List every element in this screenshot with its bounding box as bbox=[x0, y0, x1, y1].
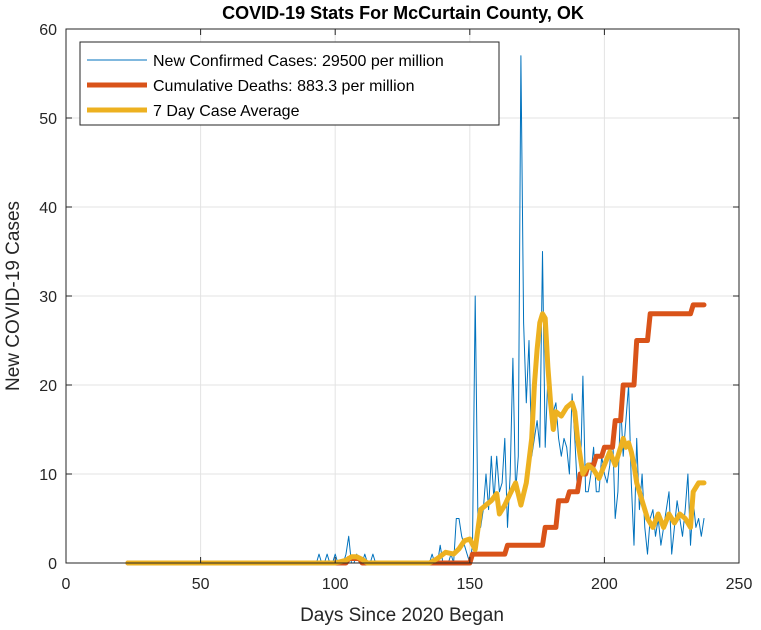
legend-label-new-cases: New Confirmed Cases: 29500 per million bbox=[153, 53, 444, 70]
x-tick-label: 200 bbox=[591, 576, 618, 593]
y-tick-label: 40 bbox=[39, 200, 57, 217]
y-tick-label: 50 bbox=[39, 111, 57, 128]
legend-box bbox=[79, 41, 500, 126]
x-tick-label: 0 bbox=[62, 576, 71, 593]
ticks: 0 50 100 150 200 250 0 10 20 30 40 50 60 bbox=[39, 22, 752, 593]
chart-title: COVID-19 Stats For McCurtain County, OK bbox=[222, 3, 584, 23]
legend-label-deaths: Cumulative Deaths: 883.3 per million bbox=[153, 78, 414, 95]
x-tick-label: 250 bbox=[726, 576, 753, 593]
y-tick-label: 20 bbox=[39, 378, 57, 395]
y-axis-title: New COVID-19 Cases bbox=[3, 201, 24, 391]
x-tick-label: 50 bbox=[192, 576, 210, 593]
legend: New Confirmed Cases: 29500 per million C… bbox=[79, 41, 500, 126]
y-tick-label: 0 bbox=[48, 556, 57, 573]
x-tick-label: 100 bbox=[322, 576, 349, 593]
y-tick-label: 30 bbox=[39, 289, 57, 306]
legend-label-7day-average: 7 Day Case Average bbox=[153, 103, 300, 120]
series-7day-average-line bbox=[125, 311, 707, 566]
x-tick-label: 150 bbox=[456, 576, 483, 593]
y-tick-label: 10 bbox=[39, 467, 57, 484]
y-tick-label: 60 bbox=[39, 22, 57, 39]
x-axis-title: Days Since 2020 Began bbox=[300, 605, 504, 626]
